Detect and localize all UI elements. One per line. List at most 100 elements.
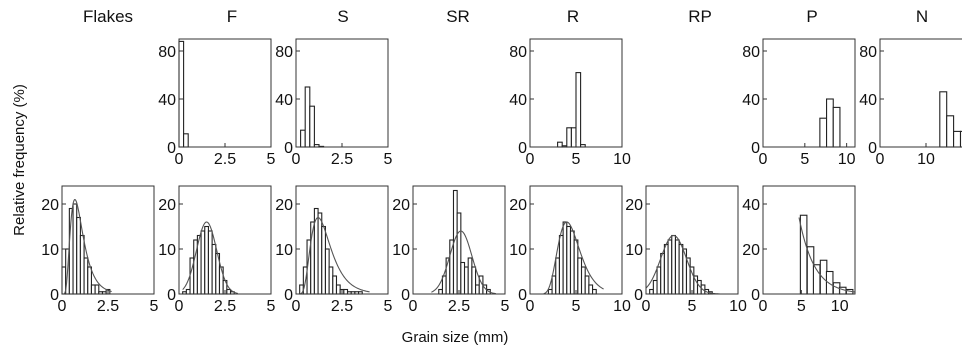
y-tick-label-bot-SR-0: 0 <box>401 287 410 304</box>
y-tick-label-bot-S-2: 20 <box>275 197 293 214</box>
bar-bot-R-3 <box>558 234 564 295</box>
panel-bot-S: 0 2.5 5 0 10 20 <box>275 185 393 315</box>
bar-bot-SR-6 <box>460 261 466 295</box>
bar-bot-R-0 <box>547 288 553 295</box>
bar-top-P-0 <box>819 117 828 148</box>
bar-bot-F-5 <box>200 230 206 295</box>
x-tick-label-top-S-0: 0 <box>292 151 301 168</box>
x-tick-label-bot-P-1: 5 <box>797 298 806 315</box>
bar-bot-Flakes-3 <box>72 203 78 295</box>
y-tick-label-top-P-0: 0 <box>751 140 760 157</box>
bar-bot-F-12 <box>226 288 232 295</box>
axes-frame-top-F <box>178 38 272 148</box>
bar-bot-SR-10 <box>475 284 480 295</box>
y-tick-label-bot-F-1: 10 <box>158 242 176 259</box>
x-tick-label-bot-R-1: 5 <box>572 298 581 315</box>
x-tick-label-bot-S-1: 2.5 <box>331 298 353 315</box>
x-axis-label: Grain size (mm) <box>402 329 509 346</box>
bar-bot-Flakes-8 <box>90 284 96 295</box>
x-tick-label-top-R-2: 10 <box>613 151 631 168</box>
panel-bot-R: 0 5 10 0 10 20 <box>509 185 631 315</box>
bar-bot-R-8 <box>577 257 583 295</box>
bar-top-N-1 <box>946 115 955 148</box>
column-title-p: P <box>806 7 817 26</box>
x-tick-label-top-F-2: 5 <box>267 151 276 168</box>
bar-bot-RP-2 <box>656 266 662 295</box>
bar-bot-SR-7 <box>463 266 469 295</box>
bar-bot-RP-8 <box>678 243 684 295</box>
bar-bot-R-9 <box>580 266 586 295</box>
fit-curve-bot-Flakes <box>62 198 112 295</box>
y-tick-label-bot-Flakes-1: 10 <box>41 242 59 259</box>
y-tick-label-top-N-1: 40 <box>859 92 877 109</box>
y-tick-label-bot-Flakes-0: 0 <box>50 287 59 304</box>
bar-bot-S-6 <box>321 225 326 295</box>
x-tick-label-bot-SR-0: 0 <box>409 298 418 315</box>
y-axis-label: Relative frequency (%) <box>11 84 28 236</box>
x-tick-label-top-F-0: 0 <box>175 151 184 168</box>
bar-bot-R-6 <box>569 230 575 295</box>
y-tick-label-bot-P-2: 40 <box>742 197 760 214</box>
x-tick-label-bot-F-1: 2.5 <box>214 298 236 315</box>
y-tick-label-top-N-2: 80 <box>859 44 877 61</box>
x-tick-label-bot-Flakes-0: 0 <box>58 298 67 315</box>
bar-bot-F-8 <box>211 243 217 295</box>
bar-bot-Flakes-7 <box>87 266 92 295</box>
bar-top-R-3 <box>570 127 577 148</box>
bar-bot-R-4 <box>562 221 568 295</box>
panel-top-F: 0 2.5 5 0 40 80 <box>158 38 276 168</box>
x-tick-label-top-R-0: 0 <box>526 151 535 168</box>
column-title-flakes: Flakes <box>83 7 133 26</box>
x-tick-label-top-N-0: 0 <box>876 151 885 168</box>
panel-bot-RP: 0 5 10 0 10 20 <box>625 185 747 315</box>
y-tick-label-top-R-1: 40 <box>509 92 527 109</box>
fit-curve-bot-F <box>182 221 238 294</box>
y-tick-label-bot-P-0: 0 <box>751 287 760 304</box>
bar-bot-RP-4 <box>663 243 669 295</box>
x-tick-label-top-P-2: 10 <box>838 151 856 168</box>
bar-bot-RP-3 <box>660 252 665 295</box>
bar-bot-Flakes-6 <box>83 257 89 295</box>
bar-top-R-2 <box>566 127 572 148</box>
y-tick-label-top-S-1: 40 <box>275 92 293 109</box>
y-tick-label-top-S-0: 0 <box>284 140 293 157</box>
bar-bot-F-6 <box>204 225 209 295</box>
x-tick-label-bot-S-2: 5 <box>384 298 393 315</box>
bar-bot-S-7 <box>324 248 330 295</box>
x-tick-label-bot-RP-0: 0 <box>642 298 651 315</box>
bar-bot-RP-6 <box>671 234 676 295</box>
y-tick-label-bot-F-2: 20 <box>158 197 176 214</box>
bar-top-N-2 <box>953 130 962 148</box>
bar-bot-SR-9 <box>471 266 477 295</box>
y-tick-label-bot-RP-0: 0 <box>634 287 643 304</box>
bar-bot-RP-1 <box>652 279 658 295</box>
bar-bot-R-11 <box>588 284 594 295</box>
bar-bot-F-7 <box>207 230 213 295</box>
bar-top-P-2 <box>832 106 841 148</box>
bar-bot-P-3 <box>819 259 828 295</box>
bar-bot-R-2 <box>555 257 560 295</box>
fit-curve-bot-S <box>298 216 370 295</box>
x-tick-label-top-R-1: 5 <box>572 151 581 168</box>
x-tick-label-bot-F-2: 5 <box>267 298 276 315</box>
bar-bot-R-7 <box>573 239 579 295</box>
axes-frame-bot-P <box>762 185 856 295</box>
bar-bot-R-1 <box>551 275 557 295</box>
bar-bot-SR-5 <box>456 212 462 295</box>
bar-top-S-2 <box>309 105 315 148</box>
column-title-n: N <box>916 7 928 26</box>
column-title-sr: SR <box>446 7 470 26</box>
y-tick-label-bot-R-0: 0 <box>518 287 527 304</box>
bar-bot-Flakes-9 <box>94 284 100 295</box>
y-tick-label-bot-S-1: 10 <box>275 242 293 259</box>
bar-bot-R-5 <box>566 225 572 295</box>
bar-bot-Flakes-4 <box>76 216 81 295</box>
fit-curve-bot-SR <box>431 230 496 295</box>
fit-curve-bot-RP <box>645 234 720 295</box>
y-tick-label-bot-R-1: 10 <box>509 242 527 259</box>
x-tick-label-bot-P-2: 10 <box>831 298 849 315</box>
y-tick-label-top-N-0: 0 <box>868 140 877 157</box>
bar-bot-P-1 <box>806 246 815 295</box>
bar-bot-RP-0 <box>649 288 654 295</box>
